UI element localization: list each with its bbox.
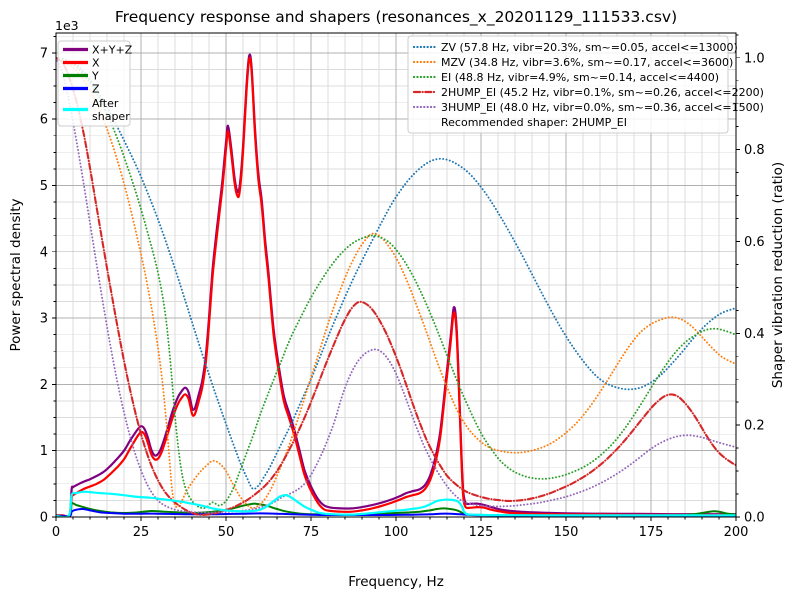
x-tick-label: 25 [133,525,150,540]
legend-item-label: ZV (57.8 Hz, vibr=20.3%, sm~=0.05, accel… [441,41,738,54]
legend-item-label: 3HUMP_EI (48.0 Hz, vibr=0.0%, sm~=0.36, … [441,101,764,114]
y-left-tick-label: 7 [40,46,48,61]
legend-item-z: Z [63,82,100,95]
legend-item-label: shaper [92,110,130,123]
ticks [52,34,740,521]
legend-recommended-shaper: Recommended shaper: 2HUMP_EI [441,116,627,129]
chart-title: Frequency response and shapers (resonanc… [115,8,677,27]
series-line-2hump-ei [56,56,736,516]
series-group [56,53,736,517]
legend-item-label: After [92,97,119,110]
legend-item-label: Y [91,69,99,82]
y-left-tick-label: 6 [40,113,48,128]
legend-item-y: Y [63,69,99,82]
series-line-mzv [56,56,736,509]
legend-item-label: EI (48.8 Hz, vibr=4.9%, sm~=0.14, accel<… [441,71,719,84]
series-line-x [56,56,736,517]
y-right-tick-label: 0.8 [744,143,765,158]
y-right-tick-label: 0.4 [744,327,765,342]
x-tick-label: 50 [218,525,235,540]
y-left-tick-label: 3 [40,312,48,327]
x-tick-label: 75 [303,525,320,540]
x-tick-label: 150 [554,525,579,540]
legend-item-label: MZV (34.8 Hz, vibr=3.6%, sm~=0.17, accel… [441,56,733,69]
legend-item-zv: ZV (57.8 Hz, vibr=20.3%, sm~=0.05, accel… [412,41,738,54]
legend-item-ei: EI (48.8 Hz, vibr=4.9%, sm~=0.14, accel<… [412,71,719,84]
y-right-tick-label: 0.6 [744,235,765,250]
y-left-tick-label: 4 [40,245,48,260]
y-axis-offset-label: 1e3 [55,18,79,33]
series-line-zv [56,56,736,490]
x-tick-label: 200 [724,525,749,540]
y-right-tick-label: 0.2 [744,419,765,434]
x-axis-label: Frequency, Hz [348,574,444,590]
series-line-after-shaper [56,490,736,517]
axes-frame: 0 25 50 75 100 125 150 175 200 0 1 2 3 4 5 6 7 0.0 0.2 0.4 0… [40,32,765,540]
legend-shapers: ZV (57.8 Hz, vibr=20.3%, sm~=0.05, accel… [407,35,764,134]
y-right-tick-label: 0.0 [744,511,765,526]
legend-item-label: Z [92,82,100,95]
x-tick-label: 175 [639,525,664,540]
legend-item-mzv: MZV (34.8 Hz, vibr=3.6%, sm~=0.17, accel… [412,56,733,69]
legend-item-2hump_ei: 2HUMP_EI (45.2 Hz, vibr=0.1%, sm~=0.26, … [412,86,764,99]
x-tick-label: 100 [384,525,409,540]
y-left-tick-label: 0 [40,511,48,526]
legend-item-label: X [92,56,100,69]
x-tick-label: 0 [52,525,60,540]
series-line-3hump-ei [56,56,736,514]
legend-item-x+y+z: X+Y+Z [63,43,133,56]
y-left-tick-label: 2 [40,378,48,393]
y-left-tick-label: 5 [40,179,48,194]
x-tick-label: 125 [469,525,494,540]
y-right-tick-label: 1.0 [744,51,765,66]
y-axis-left-label: Power spectral density [8,198,24,351]
legend-item-label: 2HUMP_EI (45.2 Hz, vibr=0.1%, sm~=0.26, … [441,86,764,99]
y-left-tick-label: 1 [40,444,48,459]
tick-labels: 0 25 50 75 100 125 150 175 200 0 1 2 3 4 5 6 7 0.0 0.2 0.4 0… [40,46,765,540]
legend-item-label: X+Y+Z [92,43,133,56]
legend-item-3hump_ei: 3HUMP_EI (48.0 Hz, vibr=0.0%, sm~=0.36, … [412,101,764,114]
legend-item-x: X [63,56,100,69]
y-axis-right-label: Shaper vibration reduction (ratio) [770,162,786,388]
